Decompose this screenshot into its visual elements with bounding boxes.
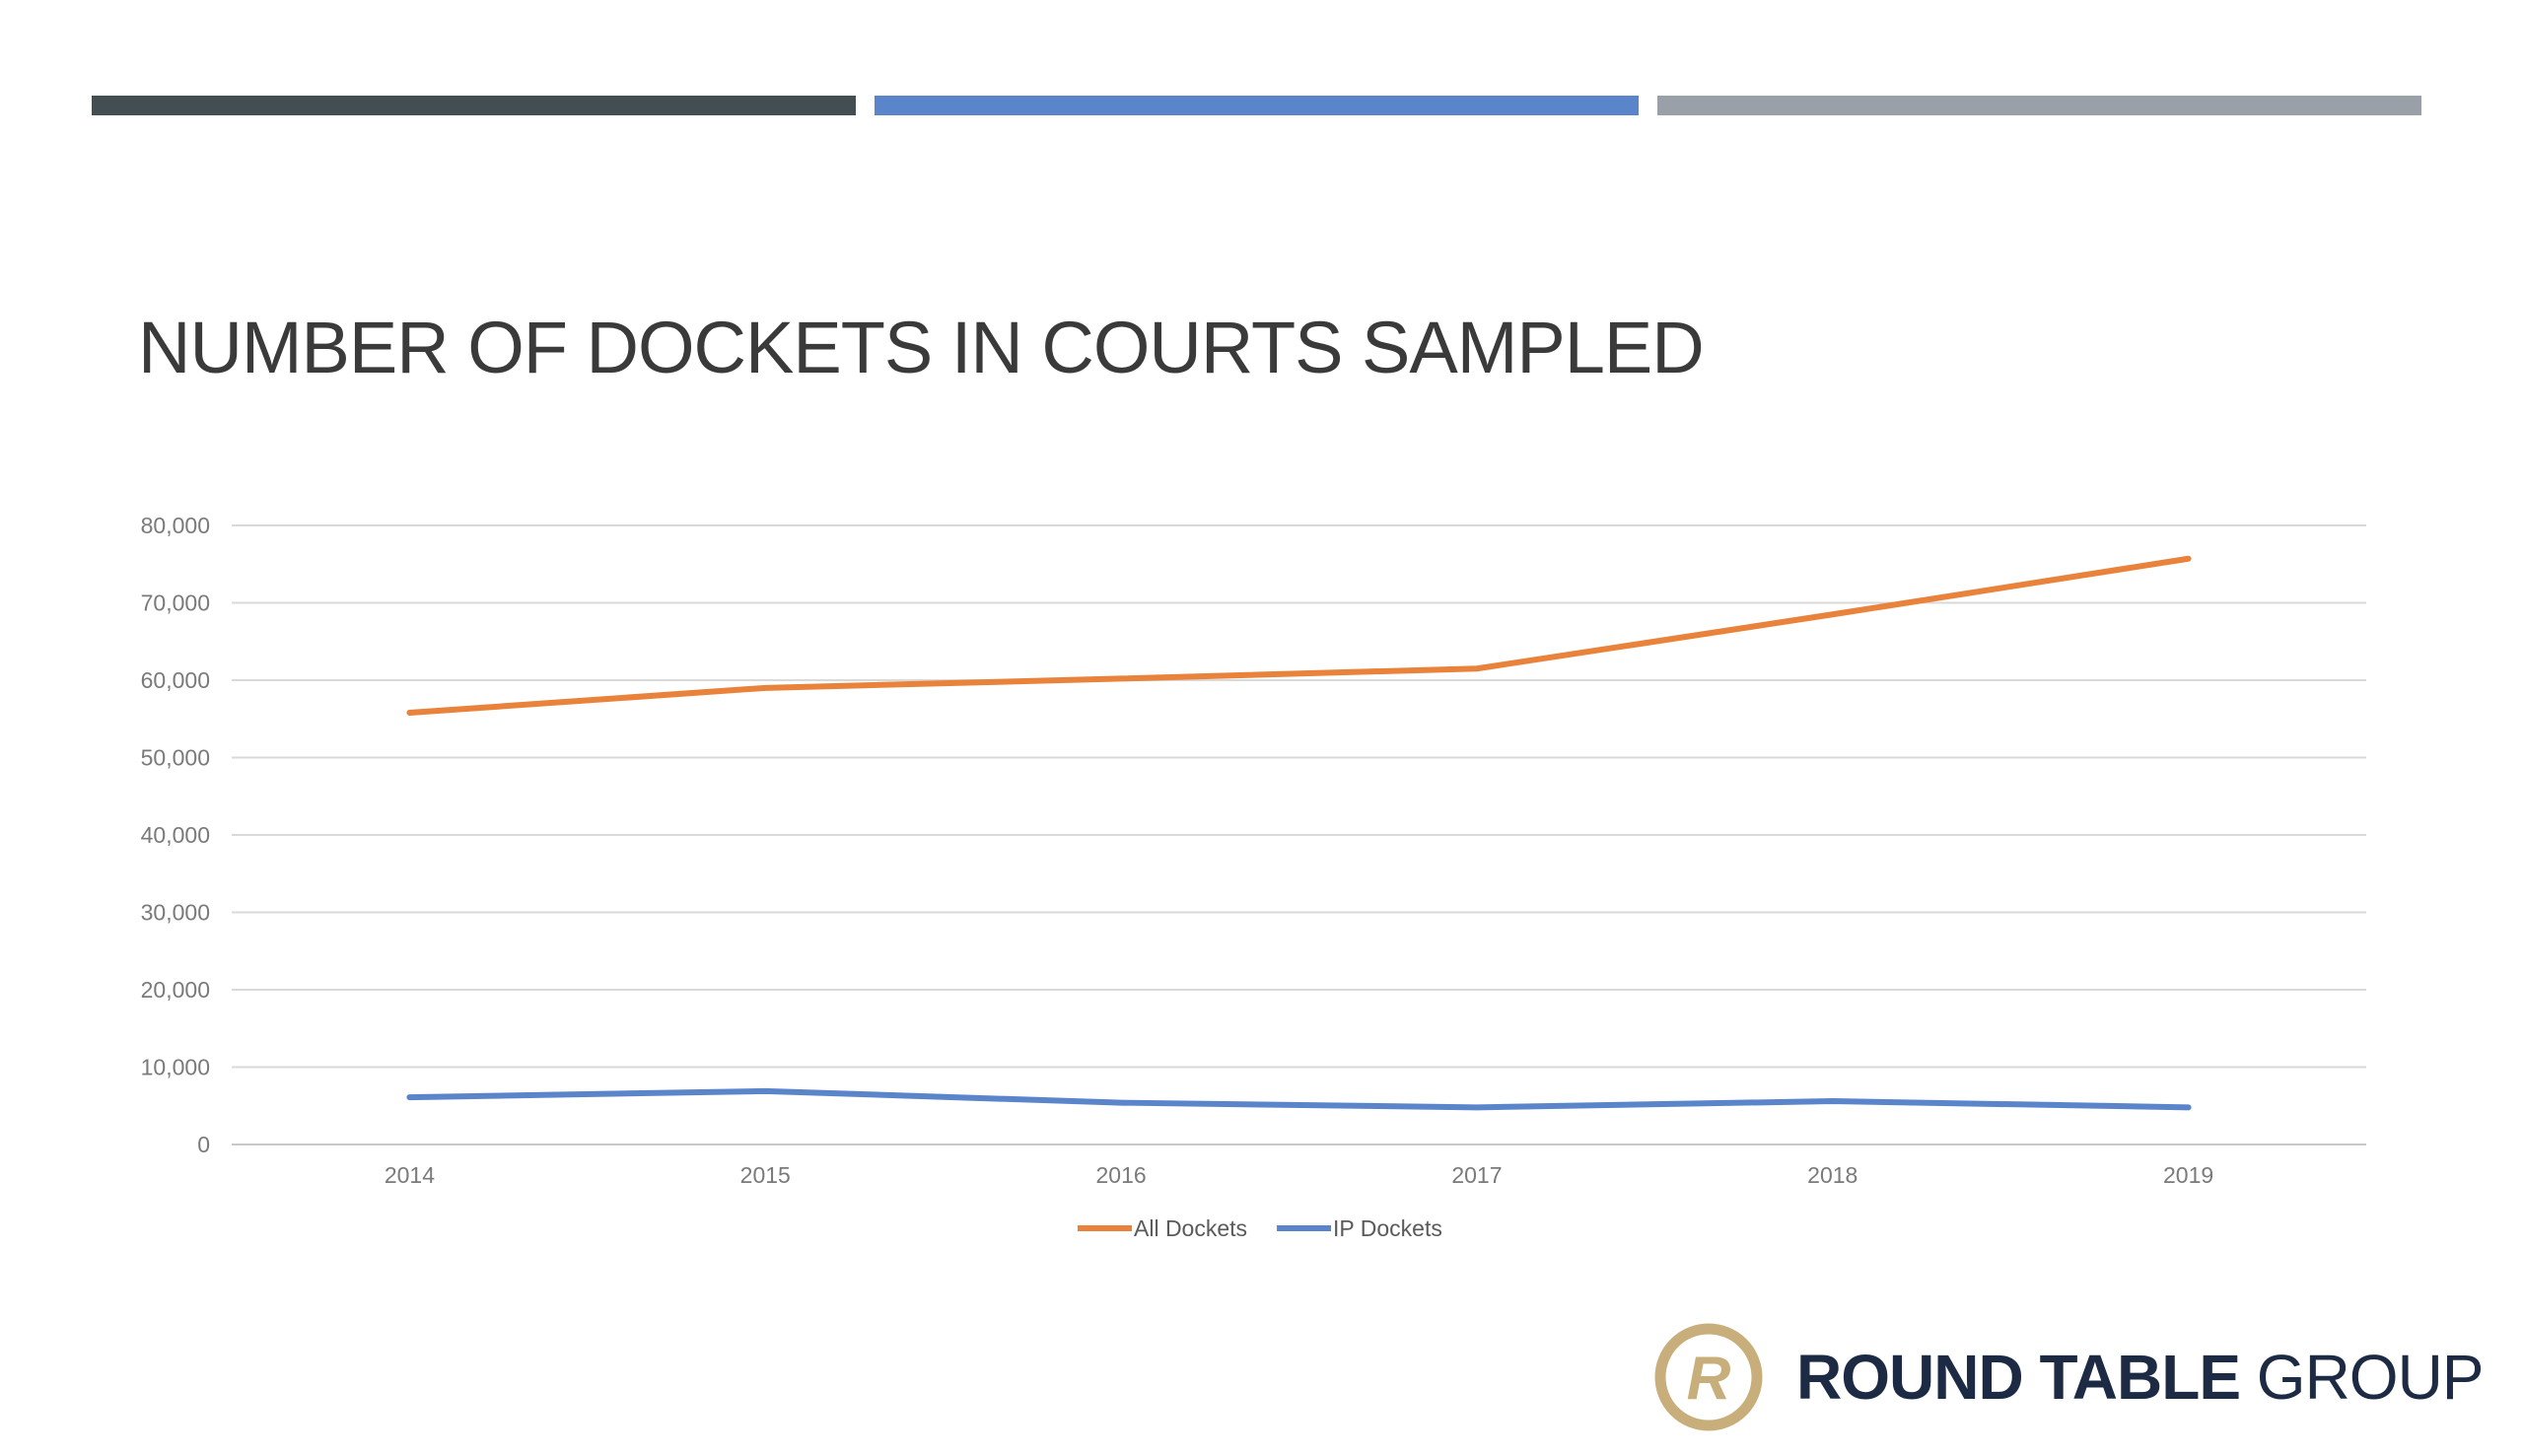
accent-bar-blue bbox=[875, 96, 1639, 115]
y-tick-label: 70,000 bbox=[141, 590, 210, 616]
y-tick-label: 80,000 bbox=[141, 513, 210, 538]
y-tick-label: 0 bbox=[197, 1132, 210, 1157]
legend-label: IP Dockets bbox=[1333, 1215, 1442, 1241]
logo-monogram: R bbox=[1687, 1345, 1731, 1413]
y-tick-label: 30,000 bbox=[141, 900, 210, 926]
x-tick-label: 2014 bbox=[385, 1162, 435, 1188]
y-tick-label: 40,000 bbox=[141, 822, 210, 848]
logo-name-light: GROUP bbox=[2256, 1342, 2485, 1413]
slide-title: NUMBER OF DOCKETS IN COURTS SAMPLED bbox=[138, 307, 1705, 388]
accent-bar-gray bbox=[1657, 96, 2421, 115]
x-tick-label: 2018 bbox=[1807, 1162, 1858, 1188]
y-tick-label: 20,000 bbox=[141, 977, 210, 1003]
accent-bar-dark bbox=[92, 96, 856, 115]
logo-wordmark: ROUND TABLE GROUP bbox=[1796, 1341, 2485, 1414]
logo-name-bold: ROUND TABLE bbox=[1796, 1342, 2241, 1413]
x-tick-label: 2017 bbox=[1451, 1162, 1502, 1188]
x-tick-label: 2015 bbox=[740, 1162, 791, 1188]
x-tick-label: 2016 bbox=[1095, 1162, 1146, 1188]
y-tick-label: 10,000 bbox=[141, 1055, 210, 1080]
logo-ring-icon: R bbox=[1654, 1323, 1763, 1431]
x-tick-label: 2019 bbox=[2163, 1162, 2213, 1188]
legend-label: All Dockets bbox=[1134, 1215, 1247, 1241]
series-line-all-dockets bbox=[406, 555, 2192, 716]
y-tick-label: 50,000 bbox=[141, 745, 210, 771]
y-tick-label: 60,000 bbox=[141, 667, 210, 693]
company-logo: R ROUND TABLE GROUP bbox=[1652, 1321, 2484, 1433]
series-line-ip-dockets bbox=[406, 1087, 2192, 1111]
